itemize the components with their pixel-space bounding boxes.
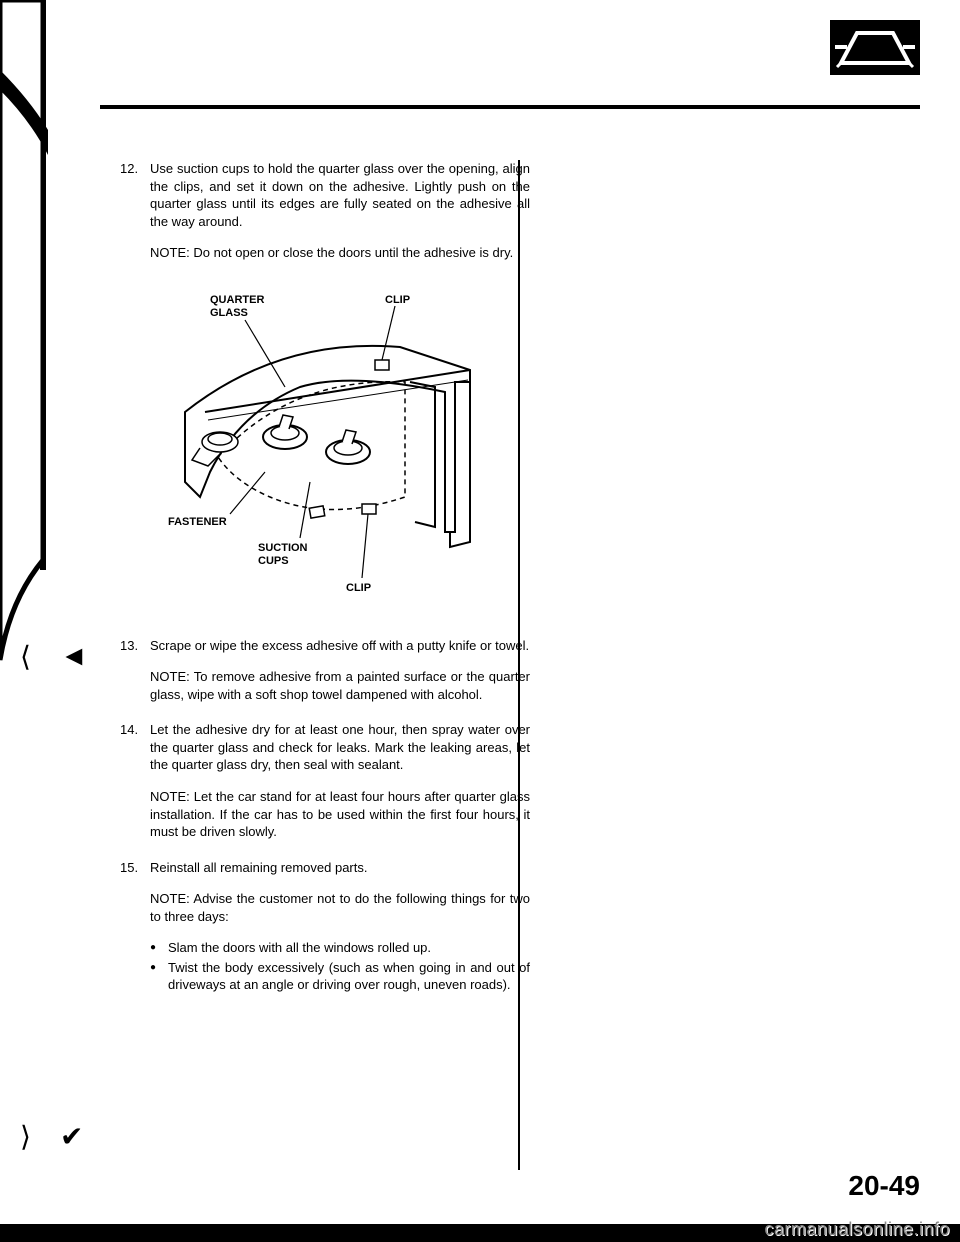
page-number: 20-49: [848, 1170, 920, 1202]
step-note: NOTE: To remove adhesive from a painted …: [150, 668, 530, 703]
step-number: 14.: [120, 721, 150, 840]
step-body: Let the adhesive dry for at least one ho…: [150, 721, 530, 840]
step-note: NOTE: Let the car stand for at least fou…: [150, 788, 530, 841]
step-note: NOTE: Do not open or close the doors unt…: [150, 244, 530, 262]
step-number: 12.: [120, 160, 150, 262]
diagram-label-fastener: FASTENER: [168, 516, 227, 528]
quarter-glass-diagram: QUARTERGLASS CLIP FASTENER SUCTIONCUPS CLIP: [150, 282, 530, 607]
diagram-label-clip-bottom: CLIP: [346, 582, 371, 594]
step-body: Scrape or wipe the excess adhesive off w…: [150, 637, 530, 704]
watermark: carmanualsonline.info: [764, 1219, 950, 1240]
step-12: 12. Use suction cups to hold the quarter…: [120, 160, 530, 262]
manual-page: 12. Use suction cups to hold the quarter…: [0, 0, 960, 1242]
diagram-label-quarter-glass: QUARTER: [210, 294, 264, 306]
step-number: 15.: [120, 859, 150, 996]
diagram-label-quarter-glass: GLASS: [210, 307, 248, 319]
top-rule: [100, 105, 920, 109]
margin-mark: ⟨: [20, 640, 31, 673]
diagram-label-suction-cups: CUPS: [258, 555, 289, 567]
car-rear-window-icon: [830, 20, 920, 75]
diagram-label-suction-cups: SUCTION: [258, 542, 308, 554]
step-14: 14. Let the adhesive dry for at least on…: [120, 721, 530, 840]
main-content-column: 12. Use suction cups to hold the quarter…: [120, 160, 530, 1014]
bullet-item: Twist the body excessively (such as when…: [150, 959, 530, 994]
column-divider: [518, 160, 520, 1170]
margin-mark: ◄: [60, 640, 88, 672]
diagram-label-clip-top: CLIP: [385, 294, 410, 306]
advice-bullets: Slam the doors with all the windows roll…: [150, 939, 530, 994]
bullet-item: Slam the doors with all the windows roll…: [150, 939, 530, 957]
step-15: 15. Reinstall all remaining removed part…: [120, 859, 530, 996]
step-note: NOTE: Advise the customer not to do the …: [150, 890, 530, 925]
step-number: 13.: [120, 637, 150, 704]
margin-mark: ⟩: [20, 1120, 31, 1153]
step-para: Reinstall all remaining removed parts.: [150, 859, 530, 877]
step-para: Use suction cups to hold the quarter gla…: [150, 160, 530, 230]
binding-curve: [0, 0, 80, 1242]
step-13: 13. Scrape or wipe the excess adhesive o…: [120, 637, 530, 704]
margin-mark: ✔: [60, 1120, 83, 1153]
step-body: Reinstall all remaining removed parts. N…: [150, 859, 530, 996]
step-body: Use suction cups to hold the quarter gla…: [150, 160, 530, 262]
step-para: Scrape or wipe the excess adhesive off w…: [150, 637, 530, 655]
step-para: Let the adhesive dry for at least one ho…: [150, 721, 530, 774]
